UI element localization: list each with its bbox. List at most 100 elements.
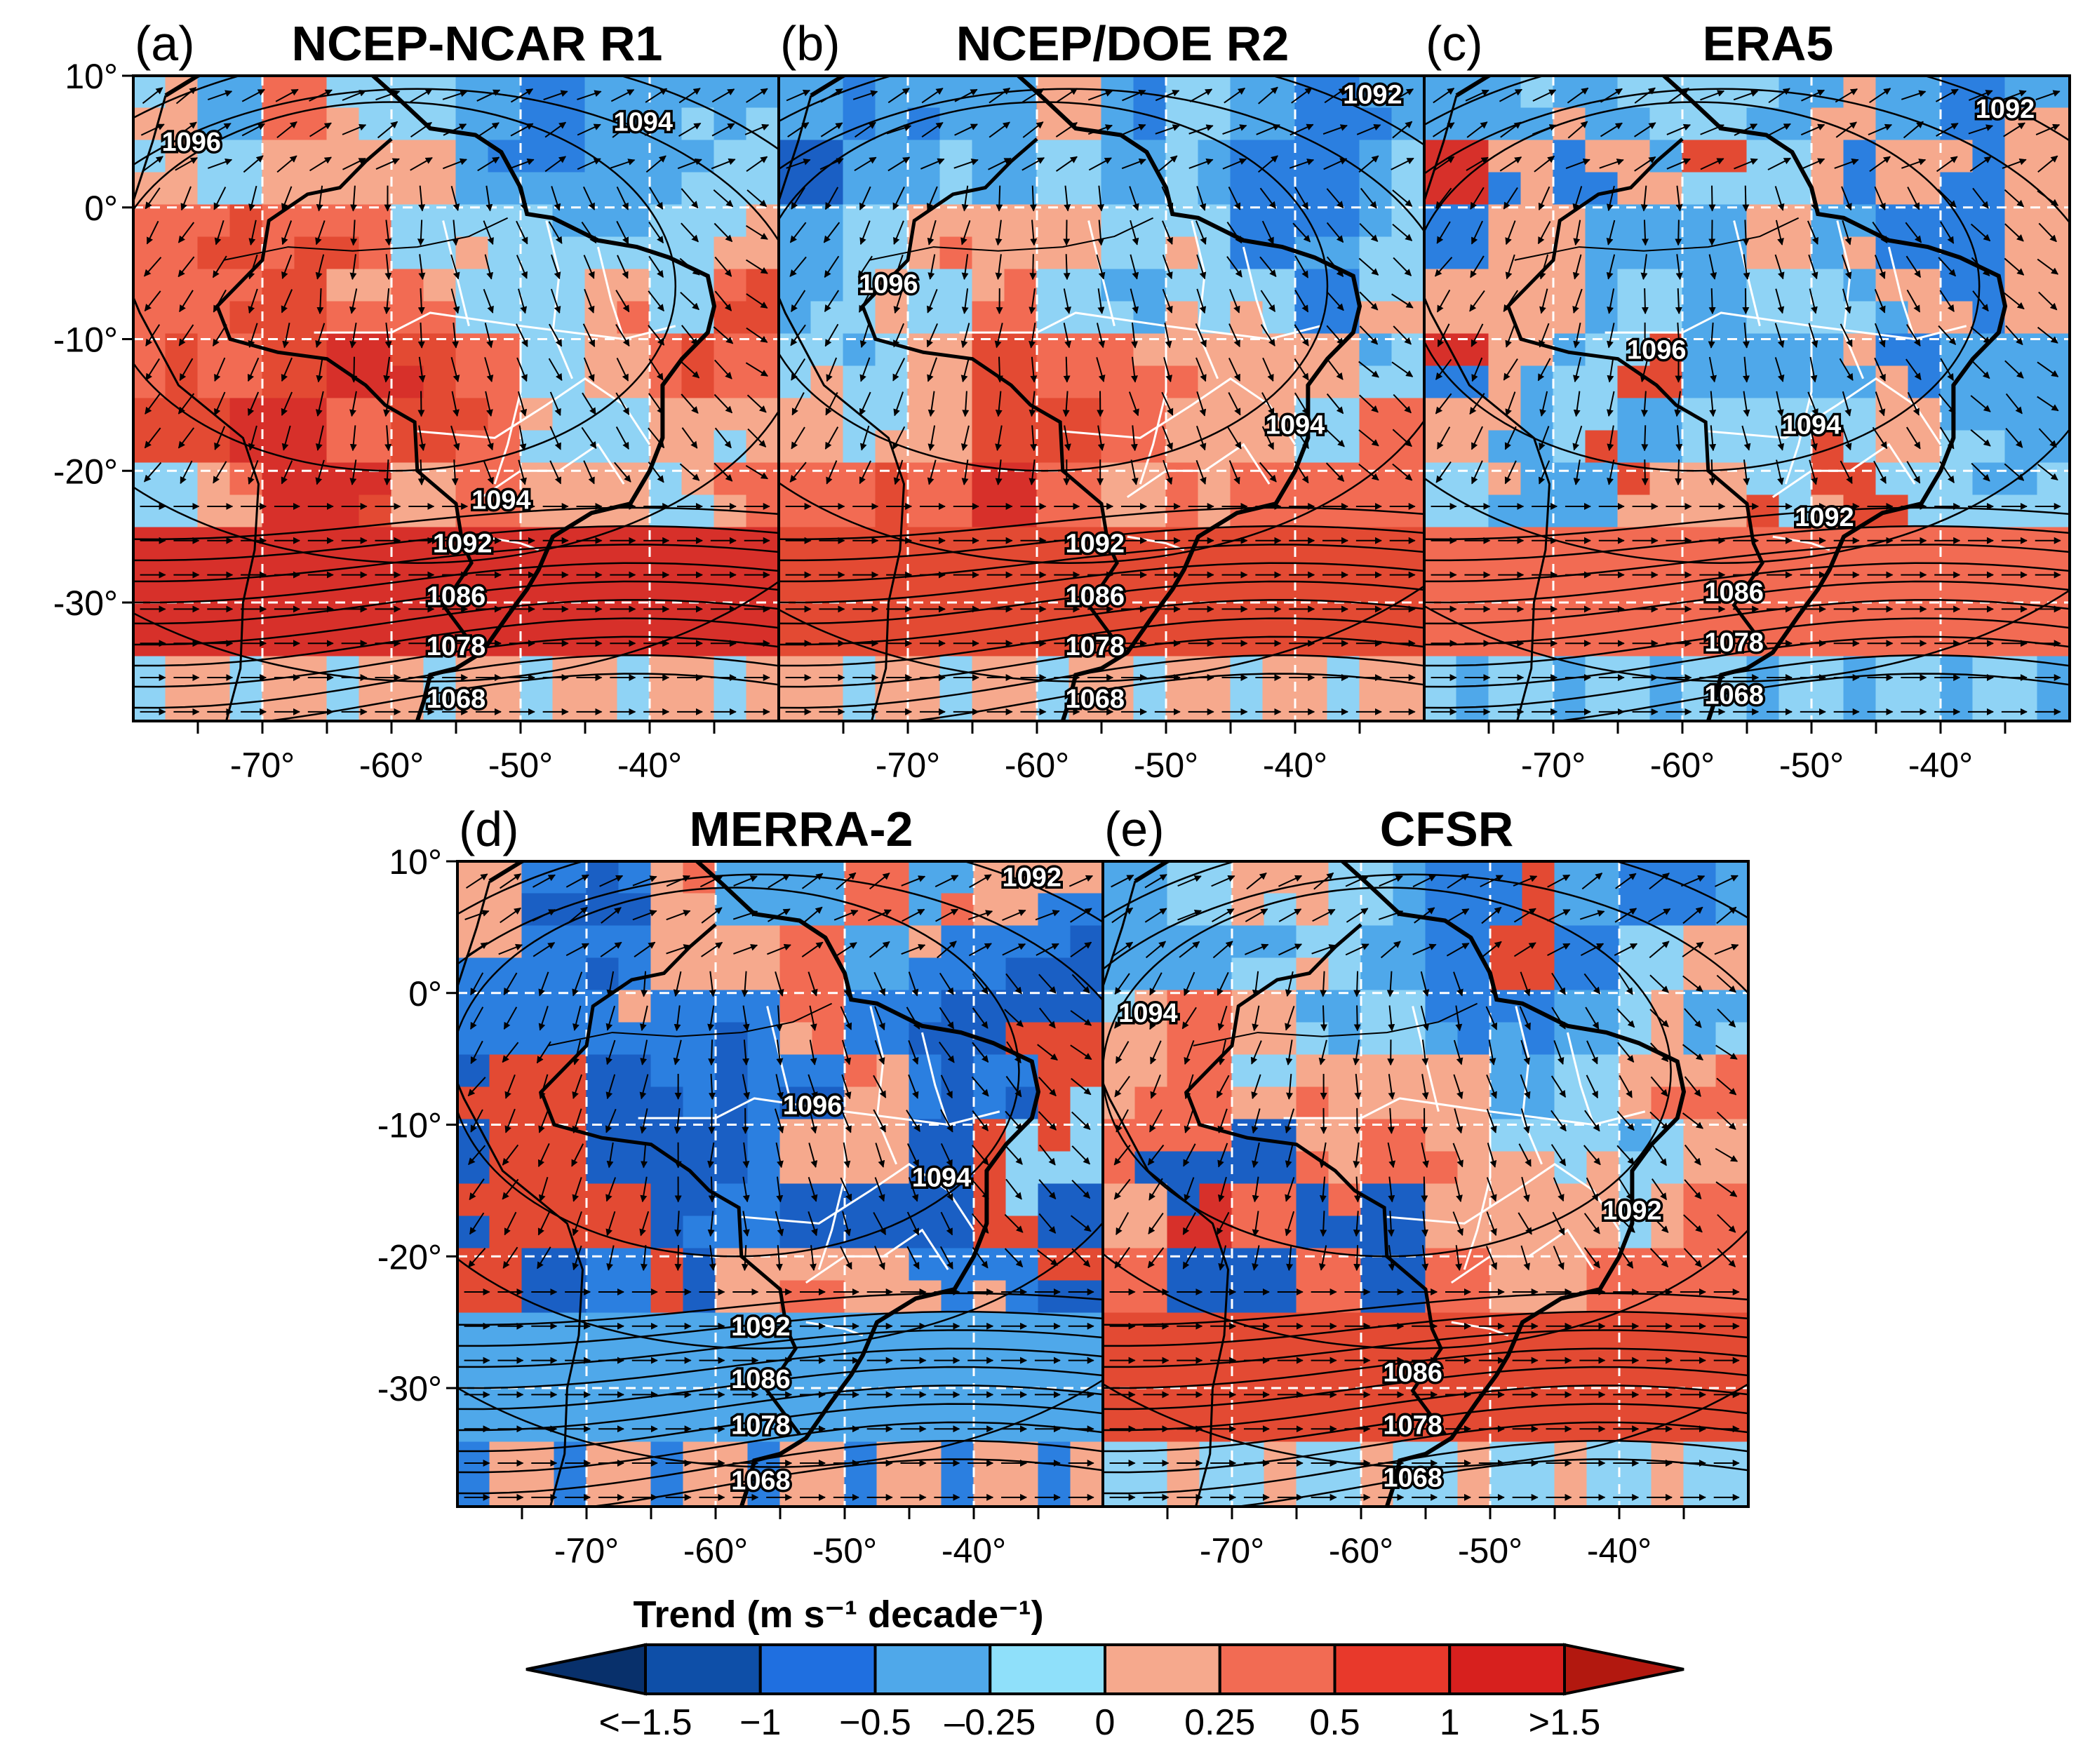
trend-cell [1264, 1151, 1297, 1185]
trend-cell [1972, 494, 2006, 528]
trend-cell [488, 76, 521, 109]
trend-cell [649, 494, 683, 528]
trend-cell [489, 1377, 523, 1410]
trend-cell [1908, 430, 1941, 464]
trend-cell [1683, 1054, 1717, 1088]
wind-vector [477, 122, 500, 137]
trend-cell [714, 301, 747, 335]
trend-cell [1746, 398, 1780, 431]
wind-vector [315, 220, 326, 245]
colorbar-label: >1.5 [1529, 1702, 1601, 1743]
trend-cell [1619, 990, 1652, 1023]
trend-cell [1553, 76, 1586, 109]
trend-cell [1972, 204, 2006, 238]
trend-cell [1553, 656, 1586, 689]
trend-cell [1167, 1216, 1200, 1249]
trend-cell [457, 1022, 490, 1056]
wind-vector [484, 254, 494, 280]
trend-cell [455, 365, 489, 399]
trend-cell [1198, 398, 1231, 431]
amazon-river [223, 217, 509, 261]
trend-cell [133, 559, 166, 593]
lon-tick-label: -70° [876, 746, 940, 785]
trend-cell [1553, 365, 1586, 399]
trend-cell [1682, 365, 1715, 399]
trend-cell [1294, 656, 1328, 689]
trend-cell [779, 957, 813, 991]
trend-cell [294, 430, 328, 464]
trend-cell [455, 236, 489, 270]
trend-cell [423, 398, 457, 431]
trend-cell [1133, 204, 1167, 238]
trend-cell [1682, 236, 1715, 270]
wind-vector [383, 356, 391, 383]
lat-tick-label: -20° [377, 1237, 442, 1277]
trend-cell [810, 591, 844, 625]
trend-cell [1133, 688, 1167, 721]
trend-cell [1294, 172, 1328, 206]
trend-cell [1940, 688, 1974, 721]
trend-cell [521, 990, 555, 1023]
trend-cell [973, 1474, 1007, 1507]
trend-cell [133, 430, 166, 464]
wind-vector [212, 255, 227, 278]
trend-cell [1359, 398, 1393, 431]
trend-cell [973, 925, 1007, 959]
wind-vector [443, 123, 467, 136]
contour-label: 1068 [1704, 680, 1764, 710]
trend-cell [1715, 925, 1748, 959]
trend-cell [1328, 1409, 1362, 1443]
trend-cell [941, 1345, 974, 1378]
trend-cell [554, 990, 587, 1023]
trend-cell [1619, 1280, 1652, 1314]
trend-cell [844, 1216, 878, 1249]
trend-cell [1134, 1441, 1168, 1475]
trend-cell [1586, 1054, 1620, 1088]
trend-cell [391, 462, 424, 496]
wind-vector [309, 89, 333, 102]
panel-a: 1096 1094 1094 1092 1086 1078 1068 -70° -60° -50°… [53, 16, 780, 785]
trend-cell [1617, 76, 1651, 109]
wind-vector [450, 254, 460, 280]
trend-cell [650, 1280, 684, 1314]
contour-label: 1092 [1343, 80, 1402, 109]
trend-cell [552, 172, 586, 206]
wind-vector [517, 186, 528, 211]
trend-cell [2004, 204, 2038, 238]
trend-cell [1908, 656, 1941, 689]
trend-cell [489, 1312, 523, 1346]
trend-cell [262, 624, 295, 657]
trend-cell [197, 559, 231, 593]
trend-cell [359, 591, 392, 625]
trend-cell [1940, 656, 1974, 689]
trend-cell [455, 688, 489, 721]
trend-cell [423, 365, 457, 399]
wind-vector [452, 220, 459, 246]
trend-cell [2037, 365, 2070, 399]
trend-cell [423, 204, 457, 238]
trend-cell [1103, 1216, 1136, 1249]
trend-cell [779, 1183, 813, 1217]
lon-tick-label: -50° [812, 1531, 877, 1570]
wind-vector [1641, 425, 1649, 452]
wind-vector [241, 88, 265, 102]
trend-cell [1940, 462, 1974, 496]
wind-vector [281, 289, 293, 314]
wind-vector [247, 391, 260, 416]
trend-cell [359, 269, 392, 302]
trend-cell [714, 236, 747, 270]
trend-cell [1167, 861, 1200, 894]
colorbar-swatches [525, 1643, 1684, 1696]
trend-cell [457, 1441, 490, 1475]
contour-label: 1092 [1795, 503, 1854, 532]
trend-cell [520, 236, 554, 270]
trend-cell [746, 462, 779, 496]
trend-cell [843, 107, 876, 141]
trend-cell [197, 172, 231, 206]
trend-cell [133, 656, 166, 689]
trend-cell [488, 269, 521, 302]
trend-cell [1134, 957, 1168, 991]
trend-cell [1424, 688, 1457, 721]
trend-cell [681, 527, 715, 560]
